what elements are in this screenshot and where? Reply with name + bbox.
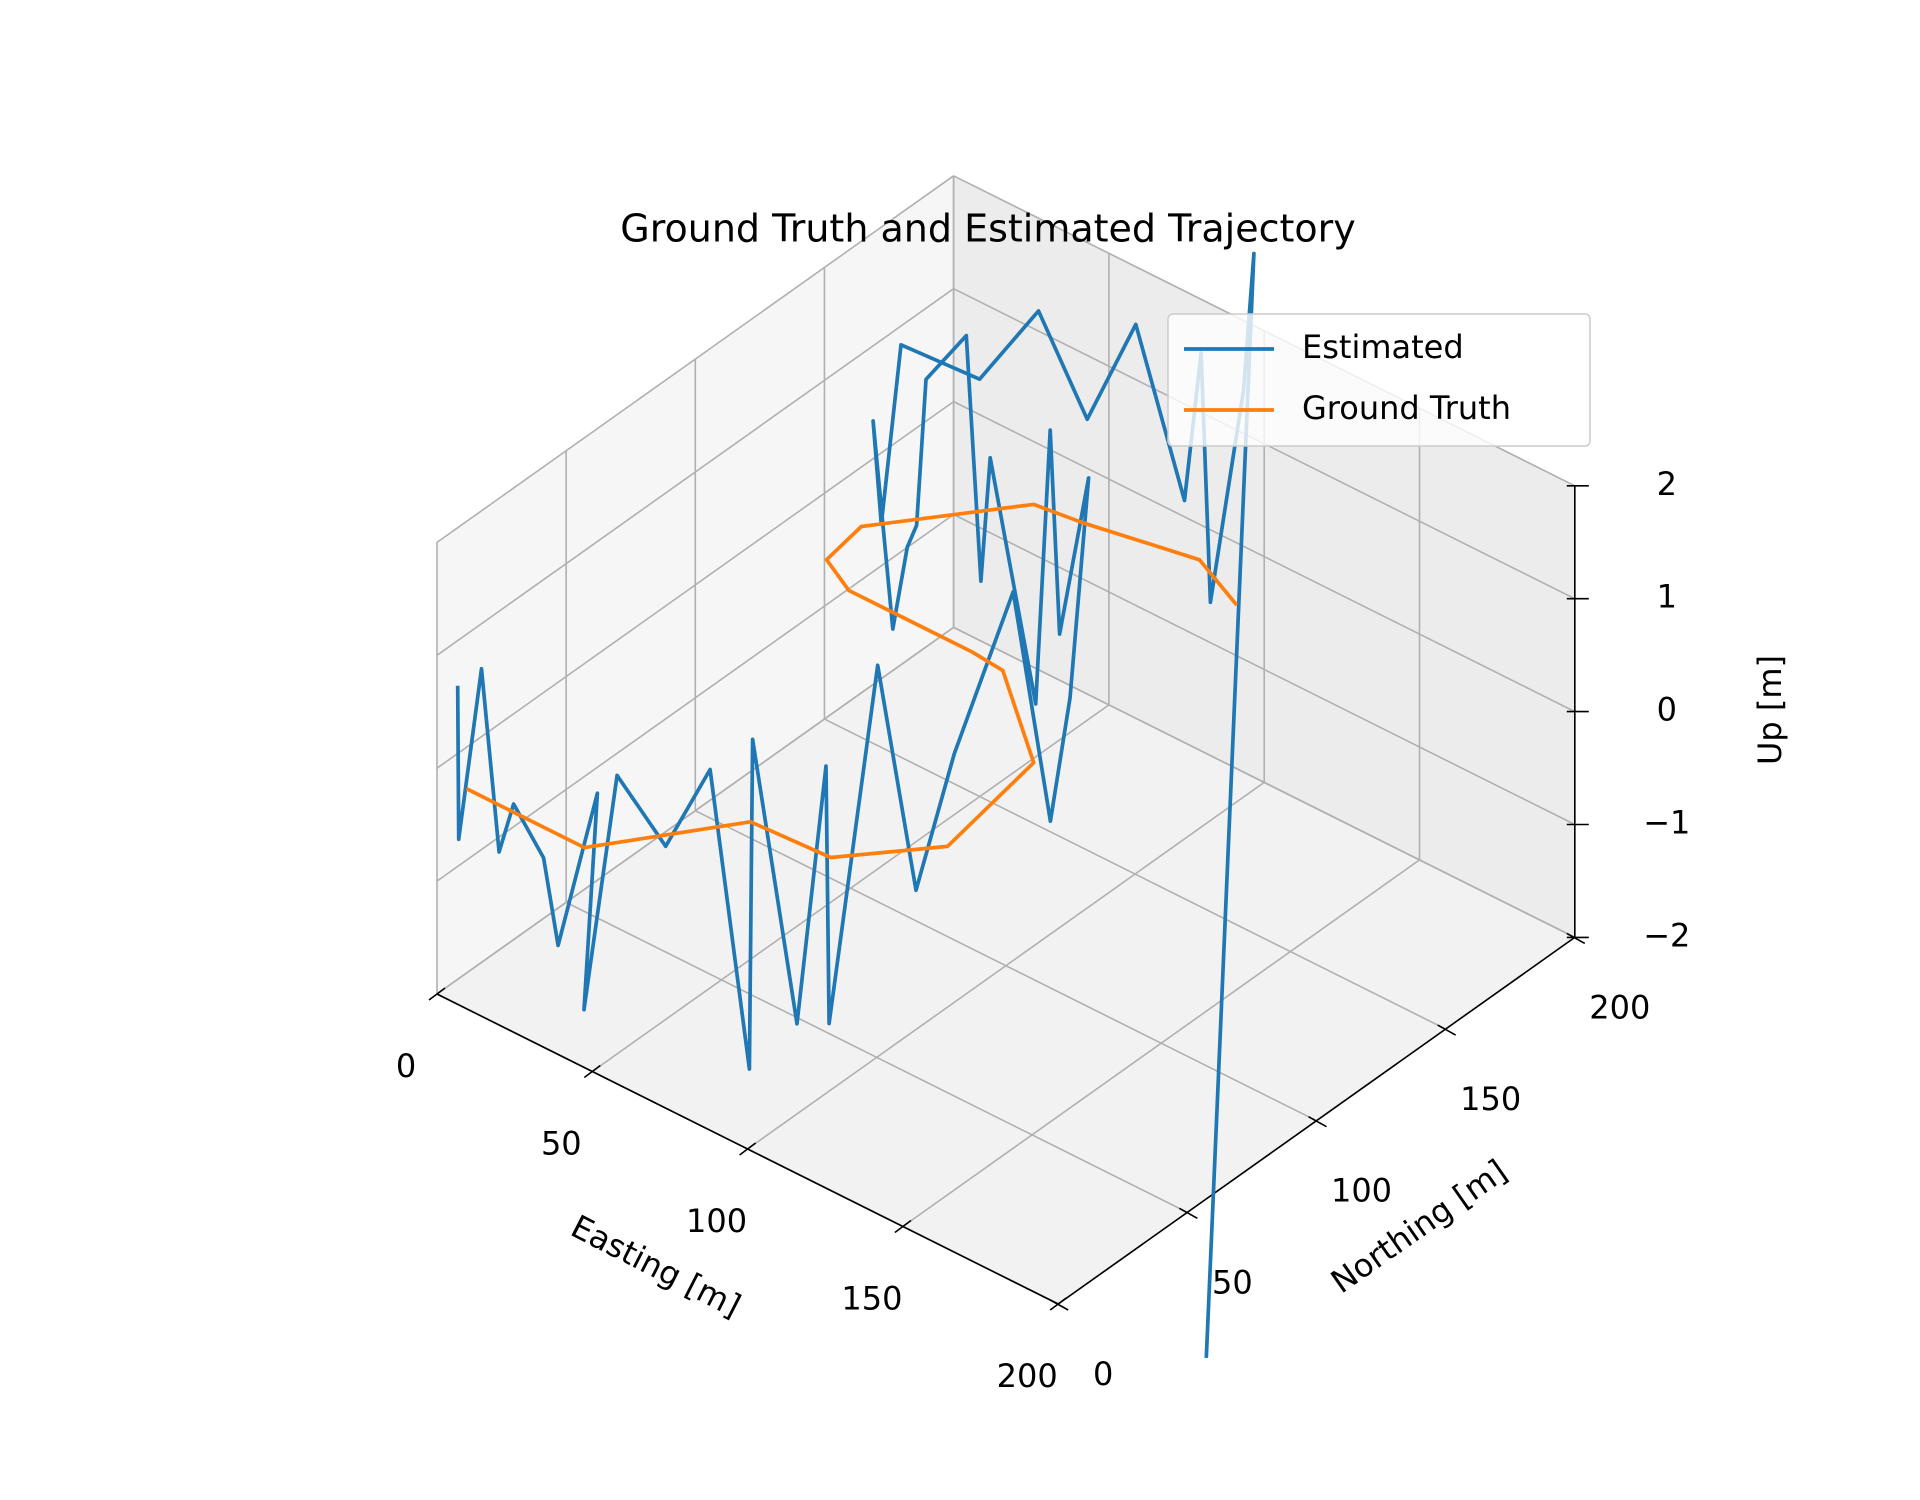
- y-tick-label: 50: [1212, 1263, 1253, 1301]
- z-grid-line: [436, 400, 955, 769]
- trajectory-line: [465, 502, 1239, 860]
- z-axis-label: Up [m]: [1751, 655, 1789, 765]
- y-tick-label: 100: [1331, 1172, 1392, 1210]
- x-tick-label: 150: [841, 1280, 902, 1318]
- z-grid-line: [953, 626, 1576, 939]
- z-grid-line: [436, 626, 955, 995]
- tick-mark: [1437, 1024, 1457, 1036]
- y-tick-label: 0: [1093, 1355, 1113, 1393]
- y-grid-line: [824, 718, 1447, 1030]
- y-grid-line: [565, 901, 1188, 1214]
- x-tick-label: 50: [541, 1125, 582, 1163]
- lines: [455, 251, 1256, 1358]
- tick-mark: [428, 987, 446, 1001]
- axes: 0 50 100 150 200 0 50 100 150 200 −2 −1 0 1 2: [396, 465, 1691, 1395]
- legend-label: Ground Truth: [1302, 389, 1511, 427]
- z-tick-label: 1: [1657, 578, 1677, 616]
- tick-mark: [1178, 1207, 1198, 1220]
- z-tick-label: 0: [1657, 691, 1677, 729]
- tick-mark: [583, 1064, 601, 1079]
- z-grid-line: [436, 288, 955, 656]
- z-grid-line: [953, 400, 1576, 713]
- trajectory-line: [455, 251, 1256, 1358]
- x-tick-label: 100: [686, 1202, 747, 1240]
- y-grid-line: [694, 809, 1317, 1122]
- z-grid-line: [436, 175, 955, 544]
- y-tick-label: 200: [1589, 988, 1650, 1026]
- z-tick-label: −1: [1643, 804, 1690, 842]
- tick-mark: [1049, 1299, 1069, 1311]
- tick-mark: [894, 1219, 912, 1234]
- y-tick-label: 150: [1460, 1080, 1521, 1118]
- tick-mark: [739, 1142, 757, 1156]
- tick-mark: [1308, 1116, 1327, 1128]
- chart-title: Ground Truth and Estimated Trajectory: [620, 207, 1356, 251]
- z-tick-label: 2: [1657, 465, 1677, 503]
- x-tick-label: 0: [396, 1047, 416, 1085]
- tick-mark: [1566, 932, 1586, 945]
- legend: Estimated Ground Truth: [1167, 313, 1591, 447]
- z-tick-label: −2: [1643, 916, 1690, 954]
- x-tick-label: 200: [997, 1357, 1058, 1395]
- legend-box: [1167, 313, 1591, 447]
- legend-label: Estimated: [1302, 328, 1464, 366]
